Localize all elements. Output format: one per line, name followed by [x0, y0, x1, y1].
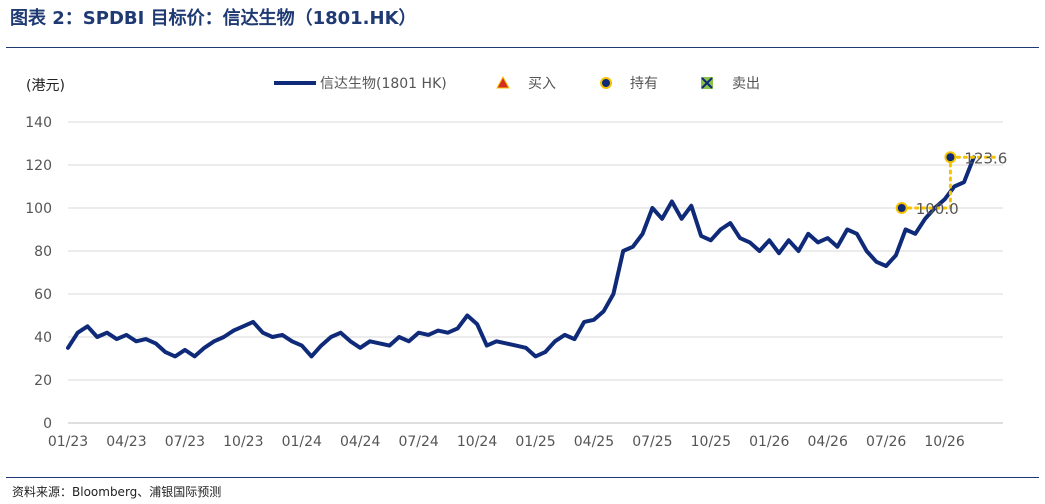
x-tick-label: 04/24: [340, 434, 380, 450]
chart-title: 图表 2：SPDBI 目标价：信达生物（1801.HK）: [10, 8, 417, 29]
target-price-label: 100.0: [916, 200, 959, 218]
x-tick-label: 01/25: [515, 434, 555, 450]
y-tick-label: 40: [34, 330, 52, 346]
y-tick-label: 120: [25, 158, 52, 174]
bottom-divider: [6, 477, 1039, 478]
x-tick-label: 01/24: [282, 434, 322, 450]
x-tick-label: 04/25: [574, 434, 614, 450]
gridlines: [68, 121, 1003, 424]
x-tick-label: 04/23: [106, 434, 146, 450]
x-tick-label: 07/26: [866, 434, 906, 450]
y-tick-label: 100: [25, 201, 52, 217]
hold-rating-marker: [944, 151, 957, 164]
hold-circle-icon: [600, 77, 612, 89]
y-tick-label: 60: [34, 287, 52, 303]
legend-label-hold: 持有: [630, 76, 658, 92]
y-tick-label: 80: [34, 244, 52, 260]
x-tick-label: 01/26: [749, 434, 789, 450]
legend-label-sell: 卖出: [732, 76, 760, 92]
hold-rating-marker: [895, 202, 908, 214]
x-tick-label: 04/26: [808, 434, 848, 450]
target-price-label: 123.6: [964, 149, 1007, 167]
y-axis-unit: (港元): [26, 78, 65, 94]
buy-triangle-icon: [496, 75, 510, 89]
legend-label-series: 信达生物(1801 HK): [320, 76, 447, 92]
x-tick-label: 07/23: [165, 434, 205, 450]
x-tick-label: 10/23: [223, 434, 263, 450]
y-tick-label: 140: [25, 115, 52, 131]
y-tick-label: 20: [34, 373, 52, 389]
x-tick-label: 10/26: [924, 434, 964, 450]
x-tick-label: 10/25: [691, 434, 731, 450]
top-divider: [6, 47, 1039, 48]
x-tick-label: 10/24: [457, 434, 497, 450]
x-tick-label: 01/23: [48, 434, 88, 450]
y-axis-ticks: 0 20 40 60 80 100 120 140: [25, 115, 52, 432]
x-axis-ticks: 01/23 04/23 07/23 10/23 01/24 04/24 07/24 10/24…: [48, 434, 965, 450]
sell-cross-icon: [701, 77, 713, 89]
legend: 信达生物(1801 HK) 买入 持有 卖出: [274, 75, 760, 92]
x-tick-label: 07/25: [632, 434, 672, 450]
y-tick-label: 0: [43, 416, 52, 432]
x-tick-label: 07/24: [398, 434, 438, 450]
source-note: 资料来源：Bloomberg、浦银国际预测: [12, 485, 222, 499]
price-line: [66, 155, 976, 359]
legend-label-buy: 买入: [528, 76, 556, 92]
plot-area: 100.0 123.6: [66, 149, 1007, 359]
